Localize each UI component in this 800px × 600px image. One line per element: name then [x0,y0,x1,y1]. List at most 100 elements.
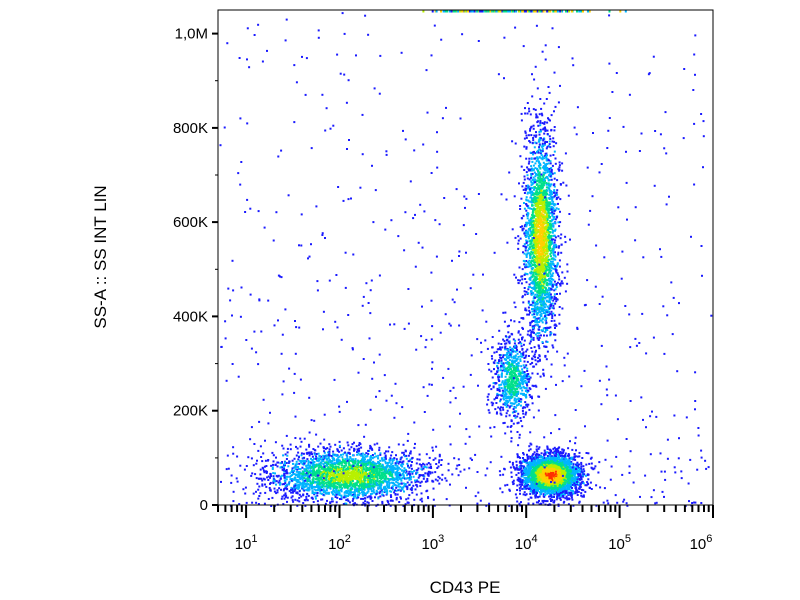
data-point-pop-2 [531,476,534,479]
data-point-pop-1 [283,470,286,473]
data-point-pop-1 [438,453,441,456]
data-point-pop-1 [296,481,299,484]
data-point-pop-1 [326,447,329,450]
data-point-pop-1 [343,464,346,467]
data-point-pop-1 [347,481,350,484]
data-point-pop-1 [371,467,373,470]
data-point-pop-1 [313,461,316,463]
data-point-pop-1 [328,472,331,474]
data-point-pop-1 [349,492,352,495]
data-point-pop-2 [536,471,539,474]
data-point-pop-1 [391,462,394,465]
data-point-pop-1 [336,483,339,486]
data-point-pop-1 [404,468,407,471]
data-point-pop-1 [294,498,297,501]
data-point-pop-2 [586,481,589,484]
data-point-pop-1 [311,455,314,458]
data-point-pop-1 [337,449,339,452]
data-point-pop-2 [508,460,511,463]
data-point-pop-1 [312,462,315,465]
data-point-pop-1 [371,457,374,460]
data-point-pop-1 [312,463,315,466]
data-point-pop-1 [324,462,327,465]
data-point-pop-1 [357,473,360,476]
data-point-pop-2 [511,461,514,464]
data-point-pop-1 [327,457,330,460]
data-point-pop-1 [338,459,341,462]
data-point-pop-1 [362,494,365,497]
data-point-pop-2 [554,448,557,451]
data-point-pop-1 [369,446,372,449]
data-point-pop-1 [232,490,235,493]
data-point-pop-1 [438,477,441,480]
data-point-pop-1 [342,469,345,472]
data-point-pop-1 [369,459,372,462]
data-point-pop-1 [391,451,394,454]
data-point-pop-1 [300,461,303,464]
data-point-pop-2 [561,451,564,454]
data-point-pop-1 [357,480,360,483]
data-point-pop-1 [271,466,274,469]
data-point-pop-1 [275,480,278,483]
data-point-pop-1 [322,484,325,487]
data-point-pop-1 [328,470,331,473]
data-point-pop-1 [453,457,456,460]
data-point-pop-2 [525,469,528,472]
data-point-pop-1 [403,467,406,470]
data-point-pop-1 [377,457,380,460]
data-point-pop-1 [335,489,338,492]
data-point-pop-2 [565,462,568,465]
data-point-pop-2 [528,484,531,487]
data-point-pop-2 [515,460,518,463]
data-point-pop-1 [288,480,291,483]
data-point-pop-2 [546,451,549,454]
data-point-pop-1 [396,465,399,468]
data-point-pop-1 [258,477,261,480]
data-point-pop-1 [345,453,348,456]
data-point-pop-1 [367,449,370,452]
data-point-pop-1 [338,475,341,478]
data-point-pop-1 [284,485,287,488]
data-point-pop-1 [327,466,330,469]
data-point-pop-1 [320,477,323,480]
data-point-pop-1 [411,471,414,474]
data-point-pop-1 [395,496,398,499]
data-point-pop-1 [271,468,274,470]
data-point-pop-1 [379,452,382,455]
data-point-pop-1 [305,483,308,485]
data-point-pop-2 [577,474,580,477]
data-point-pop-1 [346,469,349,472]
data-point-pop-1 [315,459,318,462]
data-point-pop-2 [513,467,516,470]
data-point-pop-1 [314,473,317,476]
data-point-pop-2 [552,451,554,454]
data-point-pop-1 [374,452,376,455]
data-point-pop-1 [336,496,339,499]
data-point-pop-2 [520,471,523,474]
data-point-pop-1 [338,477,341,480]
data-point-pop-1 [383,480,386,483]
data-point-pop-1 [350,475,353,478]
data-point-pop-2 [564,478,567,481]
data-point-pop-1 [375,489,378,492]
data-point-pop-1 [320,467,323,470]
data-point-pop-1 [373,456,376,459]
data-point-pop-1 [332,453,335,456]
data-point-pop-1 [378,462,380,464]
data-point-pop-1 [313,488,316,491]
data-point-pop-1 [347,495,350,497]
data-point-pop-1 [374,470,377,473]
data-point-pop-1 [408,466,411,469]
data-point-pop-1 [389,494,392,497]
data-point-pop-1 [266,476,269,479]
data-point-pop-2 [535,453,538,455]
data-point-pop-1 [354,476,357,479]
data-point-pop-1 [397,476,400,479]
data-point-pop-1 [313,452,316,455]
data-point-pop-1 [332,490,335,492]
data-point-pop-1 [280,461,283,464]
data-point-pop-1 [286,454,289,457]
data-point-pop-1 [324,456,327,459]
data-point-pop-1 [337,477,340,480]
data-point-pop-1 [402,469,405,472]
